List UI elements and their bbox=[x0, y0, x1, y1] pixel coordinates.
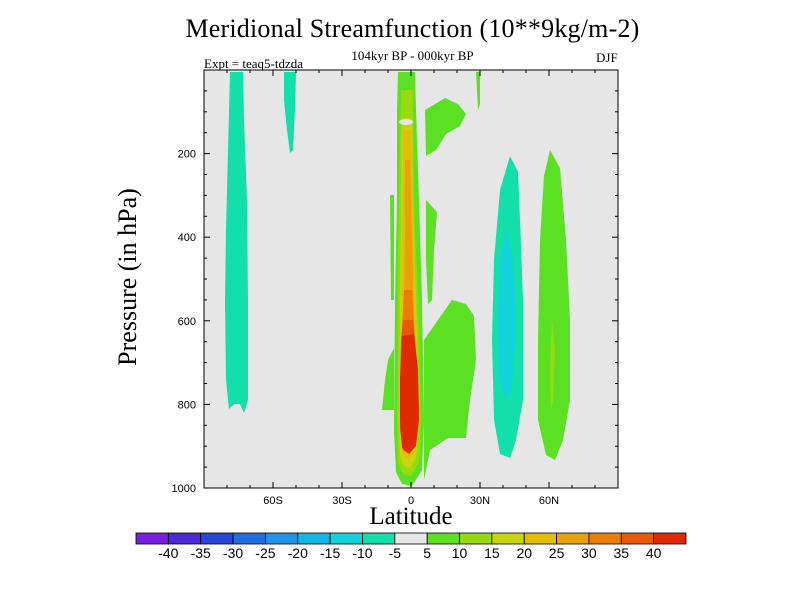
chart-subtitle: 104kyr BP - 000kyr BP bbox=[351, 48, 474, 63]
colorbar-level-label: -35 bbox=[190, 545, 211, 561]
colorbar-level-label: 10 bbox=[451, 545, 468, 561]
y-tick-label: 1000 bbox=[172, 483, 196, 495]
colorbar-level-label: 20 bbox=[516, 545, 533, 561]
colorbar-level-label: 5 bbox=[423, 545, 432, 561]
y-axis: 200 400 600 800 1000 bbox=[172, 90, 618, 495]
x-tick-label: 0 bbox=[408, 495, 414, 507]
contour-region-eq-core bbox=[400, 334, 419, 454]
contour-region-eq-right-lobe bbox=[426, 200, 437, 304]
y-tick-label: 200 bbox=[178, 149, 196, 161]
season-label: DJF bbox=[596, 50, 618, 65]
chart-title: Meridional Streamfunction (10**9kg/m-2) bbox=[185, 14, 640, 43]
contour-region-nh-pos-upper bbox=[425, 98, 466, 156]
x-axis: 60S 30S 0 30N 60N bbox=[226, 70, 596, 507]
colorbar-level-label: -40 bbox=[158, 545, 179, 561]
contour-region-nh-pos-thin bbox=[476, 72, 480, 110]
colorbar-level-label: 40 bbox=[645, 545, 662, 561]
colorbar-swatch bbox=[135, 532, 169, 545]
colorbar-swatch bbox=[588, 532, 622, 545]
colorbar-level-label: 35 bbox=[613, 545, 630, 561]
colorbar-level-label: -30 bbox=[222, 545, 244, 561]
colorbar-swatch bbox=[232, 532, 266, 545]
x-axis-label: Latitude bbox=[369, 503, 453, 530]
colorbar-level-label: -20 bbox=[287, 545, 308, 561]
contour-region-sh-neg-upper bbox=[284, 72, 296, 153]
colorbar-swatch bbox=[556, 532, 590, 545]
colorbar-level-label: -10 bbox=[352, 545, 373, 561]
colorbar-swatch bbox=[265, 532, 299, 545]
contour-region-nh-pos-lower bbox=[424, 300, 476, 480]
colorbar-level-label: 30 bbox=[581, 545, 597, 561]
colorbar-swatch bbox=[653, 532, 687, 545]
x-tick-label: 30S bbox=[332, 495, 352, 507]
y-tick-label: 800 bbox=[178, 399, 196, 411]
contour-region-nh-pos-high-core bbox=[550, 320, 555, 410]
contour-region-nh-pos-high bbox=[538, 150, 570, 460]
colorbar-level-label: 15 bbox=[484, 545, 500, 561]
colorbar bbox=[135, 532, 687, 545]
contour-region-nh-neg-core bbox=[497, 230, 516, 400]
colorbar-swatch bbox=[491, 532, 525, 545]
contour-fills bbox=[225, 72, 570, 486]
colorbar-swatch bbox=[394, 532, 428, 545]
colorbar-swatch bbox=[523, 532, 557, 545]
experiment-label: Expt = teaq5-tdzda bbox=[204, 56, 304, 71]
x-tick-label: 60N bbox=[539, 495, 559, 507]
colorbar-swatch bbox=[459, 532, 493, 545]
colorbar-level-label: -25 bbox=[255, 545, 276, 561]
contour-region-sh-neg-tall bbox=[225, 72, 248, 413]
contour-region-eq-gap bbox=[399, 119, 413, 125]
colorbar-swatch bbox=[167, 532, 202, 545]
contour-region-eq-left-lobe bbox=[390, 195, 394, 300]
colorbar-swatch bbox=[200, 532, 234, 545]
y-tick-label: 400 bbox=[178, 232, 196, 244]
contour-region-eq-speck bbox=[389, 119, 393, 123]
colorbar-swatch bbox=[297, 532, 331, 545]
colorbar-swatch bbox=[329, 532, 363, 545]
colorbar-level-label: -15 bbox=[319, 545, 341, 561]
colorbar-swatch bbox=[620, 532, 655, 545]
x-tick-label: 60S bbox=[263, 495, 283, 507]
y-tick-label: 600 bbox=[178, 316, 196, 328]
x-tick-label: 30N bbox=[470, 495, 490, 507]
contour-region-eq-left-lower bbox=[382, 348, 394, 410]
colorbar-level-label: -5 bbox=[388, 545, 402, 561]
colorbar-level-label: 25 bbox=[548, 545, 565, 561]
colorbar-swatch bbox=[362, 532, 396, 545]
colorbar-swatch bbox=[426, 532, 460, 545]
